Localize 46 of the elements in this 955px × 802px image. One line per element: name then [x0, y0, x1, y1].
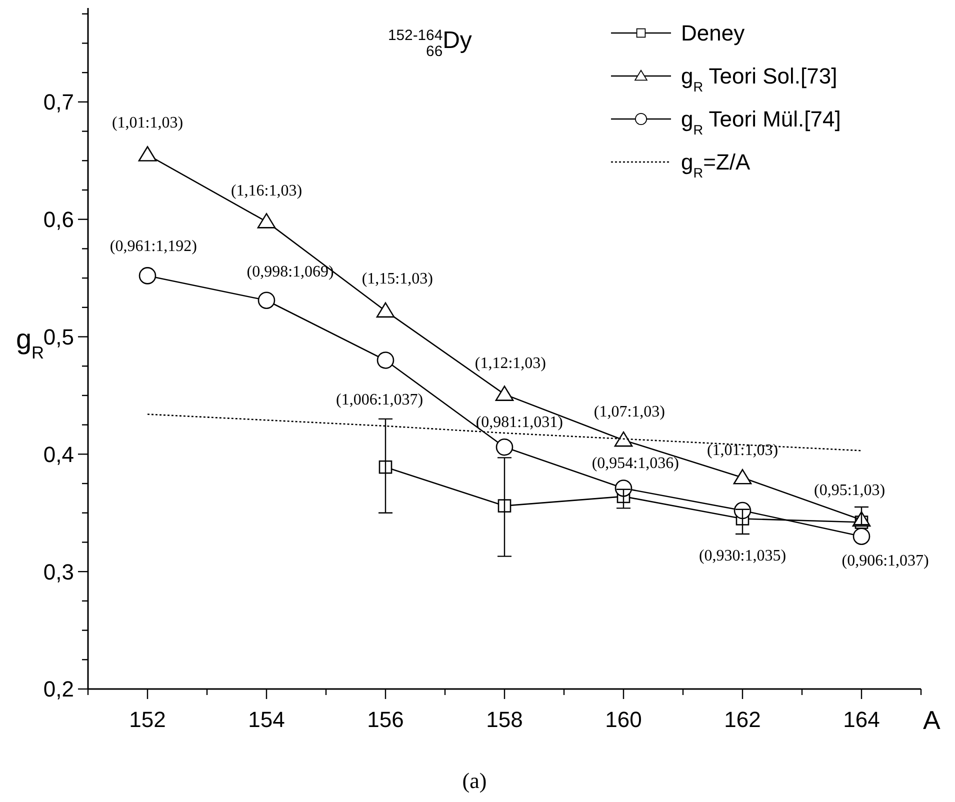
x-axis-title: A — [923, 705, 941, 735]
point — [733, 469, 752, 484]
x-tick-label: 162 — [724, 707, 761, 732]
point — [495, 386, 514, 401]
annotation: (1,12:1,03) — [474, 355, 546, 372]
y-tick-label: 0,6 — [43, 207, 74, 232]
point — [257, 213, 276, 228]
legend-label: g$_{R}$ Teori Mül.[74] — [681, 106, 841, 138]
annotation: (1,01:1,03) — [706, 442, 778, 460]
annotation: (1,01:1,03) — [112, 114, 184, 132]
point — [614, 480, 632, 497]
y-axis-title: g$_{R}$ — [16, 324, 44, 362]
annotation: (0,95:1,03) — [814, 482, 886, 499]
point — [498, 499, 512, 512]
x-tick-label: 154 — [248, 707, 285, 732]
point — [138, 146, 157, 162]
x-tick-label: 164 — [843, 707, 880, 732]
point — [376, 352, 394, 369]
point — [258, 292, 276, 310]
x-tick-label: 160 — [605, 707, 642, 732]
annotation: (0,998:1,069) — [246, 264, 334, 281]
annotation: (0,981:1,031) — [476, 414, 563, 431]
x-tick-label: 158 — [486, 707, 523, 732]
point — [852, 528, 870, 546]
annotation: (0,906:1,037) — [842, 552, 929, 570]
annotation: (0,930:1,035) — [698, 548, 786, 565]
annotation: (1,15:1,03) — [362, 270, 433, 288]
x-tick-label: 152 — [129, 707, 166, 732]
y-tick-label: 0,5 — [43, 324, 74, 350]
x-tick-label: 156 — [367, 707, 404, 732]
annotation: (1,07:1,03) — [594, 403, 666, 420]
annotation: (1,16:1,03) — [230, 182, 302, 200]
legend-label: g$_{R}$=Z/A — [681, 150, 750, 180]
point — [496, 438, 514, 456]
y-tick-label: 0,3 — [43, 559, 74, 584]
annotation: (1,006:1,037) — [336, 392, 424, 409]
point — [138, 267, 156, 284]
annotation: (0,954:1,036) — [592, 454, 679, 472]
y-tick-label: 0,4 — [43, 442, 74, 467]
point — [376, 302, 395, 318]
y-tick-label: 0,7 — [43, 90, 74, 115]
legend-label: g$_{R}$ Teori Sol.[73] — [681, 64, 838, 94]
y-tick-label: 0,2 — [43, 676, 74, 702]
annotation: (0,961:1,192) — [110, 238, 198, 255]
legend-label: Deney — [681, 20, 745, 46]
text: (a) — [462, 768, 487, 793]
